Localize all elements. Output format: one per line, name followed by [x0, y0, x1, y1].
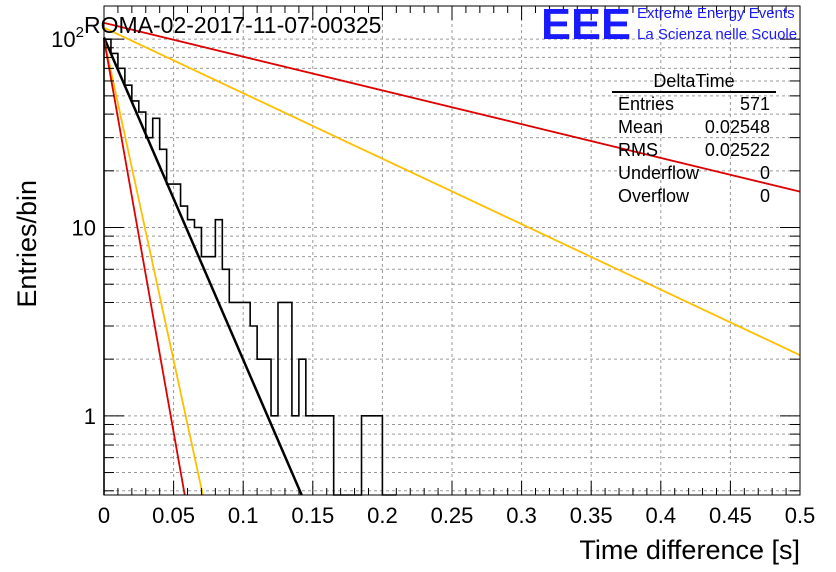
stats-row-label: Entries [618, 94, 674, 114]
stats-row-value: 0.02522 [705, 140, 770, 160]
x-tick-label: 0.5 [785, 503, 816, 528]
fit-curve [102, 37, 303, 496]
stats-name: DeltaTime [653, 71, 734, 91]
x-tick-label: 0.35 [570, 503, 613, 528]
x-tick-label: 0.15 [291, 503, 334, 528]
x-tick-labels: 0 0.05 0.1 0.15 0.2 0.25 0.3 0.35 0.4 0.45 0.5 [98, 503, 815, 528]
y-tick-labels: 1 10 102 [51, 24, 96, 429]
x-tick-label: 0.1 [228, 503, 259, 528]
fit-curve [103, 26, 801, 356]
x-tick-label: 0.05 [152, 503, 195, 528]
x-tick-label: 0.25 [431, 503, 474, 528]
stats-row-value: 571 [740, 94, 770, 114]
stats-row-label: Overflow [618, 186, 690, 206]
x-tick-label: 0.3 [506, 503, 537, 528]
eee-logo-mark: EEE [541, 0, 631, 49]
x-tick-label: 0.45 [709, 503, 752, 528]
stats-row-label: RMS [618, 140, 658, 160]
plot-title: ROMA-02-2017-11-07-00325 [84, 12, 381, 38]
x-axis-label: Time difference [s] [579, 535, 800, 565]
y-tick-label: 1 [84, 404, 96, 429]
stats-row-value: 0 [760, 186, 770, 206]
eee-logo-line2: La Scienza nelle Scuole [637, 26, 797, 43]
axis-ticks [103, 6, 801, 495]
y-axis-label: Entries/bin [12, 180, 42, 308]
stats-rows: Entries 571 Mean 0.02548 RMS 0.02522Underflow… [618, 94, 770, 206]
stats-box: DeltaTime Entries 571 Mean 0.02548 RMS 0.0252… [612, 71, 776, 206]
stats-row-value: 0 [760, 163, 770, 183]
x-tick-label: 0.2 [367, 503, 398, 528]
fit-curve [103, 39, 186, 496]
histogram-outline [103, 38, 397, 496]
histogram [103, 38, 397, 496]
stats-row-label: Mean [618, 117, 663, 137]
x-tick-label: 0.4 [646, 503, 677, 528]
grid [104, 6, 800, 495]
y-tick-label: 102 [51, 24, 84, 52]
x-tick-label: 0 [98, 503, 110, 528]
fit-curve [103, 22, 801, 193]
fit-curve [103, 38, 204, 496]
eee-logo: EEE Extreme Energy Events La Scienza nel… [541, 0, 797, 49]
fit-curves [102, 22, 801, 496]
eee-logo-line1: Extreme Energy Events [637, 5, 795, 22]
stats-row-value: 0.02548 [705, 117, 770, 137]
stats-row-label: Underflow [618, 163, 700, 183]
y-tick-label: 10 [72, 216, 96, 241]
